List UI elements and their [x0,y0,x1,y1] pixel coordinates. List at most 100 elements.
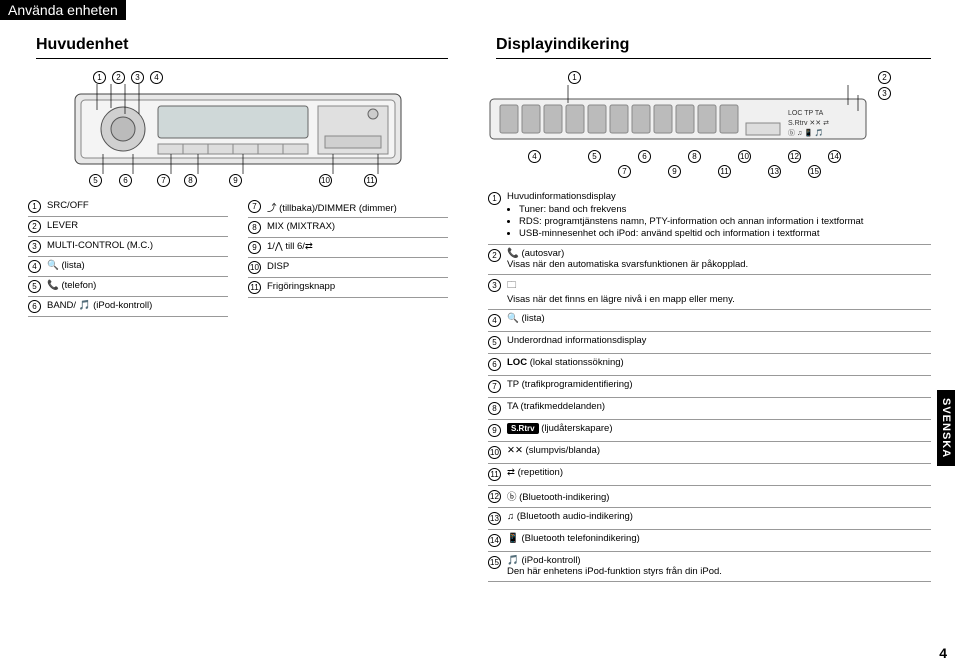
bullet: Tuner: band och frekvens [519,204,931,215]
item-title: Huvudinformationsdisplay [507,191,931,202]
callout: 2 [112,71,125,84]
spec-number: 7 [248,200,261,213]
display-figure: 1 2 3 [488,71,931,178]
display-item: 5Underordnad informationsdisplay [488,332,931,354]
spec-row: 1 SRC/OFF [28,197,228,217]
callout: 8 [184,174,197,187]
item-number: 10 [488,446,501,459]
left-title: Huvudenhet [36,36,448,59]
header-bar: Använda enheten [0,0,126,20]
item-bullets: Tuner: band och frekvensRDS: programtjän… [507,204,931,239]
spec-text: ⤴ (tillbaka)/DIMMER (dimmer) [267,200,448,214]
display-item: 14📱 (Bluetooth telefonindikering) [488,530,931,552]
display-item: 12ⓑ (Bluetooth-indikering) [488,486,931,508]
spec-number: 6 [28,300,41,313]
item-body: 📱 (Bluetooth telefonindikering) [507,533,931,544]
spec-text: SRC/OFF [47,200,228,211]
item-subtitle: Visas när det finns en lägre nivå i en m… [507,294,931,305]
item-subtitle: Visas när den automatiska svarsfunktione… [507,259,931,270]
spec-table: 1 SRC/OFF 2LEVER 3 MULTI-CONTROL (M.C.) 4 🔍 (l… [28,197,448,317]
spec-number: 10 [248,261,261,274]
display-svg: LOC TP TA S.Rtrv ✕✕ ⇄ ⓑ ♫ 📱 🎵 [488,85,868,145]
display-item: 6LOC (lokal stationssökning) [488,354,931,376]
page-header: Använda enheten [0,0,959,20]
spec-text: 🔍 (lista) [47,260,228,271]
item-title: ⇄ (repetition) [507,467,931,478]
spec-row: 91/⋀ till 6/⇄ [248,238,448,258]
display-item: 8 TA (trafikmeddelanden) [488,398,931,420]
item-number: 9 [488,424,501,437]
item-title: LOC (lokal stationssökning) [507,357,931,368]
callout: 3 [878,87,891,100]
callout: 10 [319,174,332,187]
item-title: 🗀 [507,278,931,294]
spec-row: 7 ⤴ (tillbaka)/DIMMER (dimmer) [248,197,448,218]
display-indicator-list: 1 Huvudinformationsdisplay Tuner: band och… [488,188,931,582]
spec-text: MIX (MIXTRAX) [267,221,448,232]
spec-row: 11Frigöringsknapp [248,278,448,298]
item-subtitle: Den här enhetens iPod-funktion styrs frå… [507,566,931,577]
item-body: ✕✕ (slumpvis/blanda) [507,445,931,456]
callout: 1 [568,71,581,84]
spec-number: 2 [28,220,41,233]
callout: 9 [668,165,681,178]
item-title: Underordnad informationsdisplay [507,335,931,346]
spec-number: 9 [248,241,261,254]
display-callouts-row1: 4568101214 [528,150,931,163]
headunit-callouts-top: 1234 [93,71,403,84]
left-column: Huvudenhet 1234 [28,32,448,582]
display-callouts-row2: 79111315 [618,165,931,178]
item-number: 8 [488,402,501,415]
bullet: USB-minnesenhet och iPod: använd speltid… [519,228,931,239]
spec-number: 1 [28,200,41,213]
svg-text:S.Rtrv ✕✕ ⇄: S.Rtrv ✕✕ ⇄ [788,120,829,127]
bullet: RDS: programtjänstens namn, PTY-informat… [519,216,931,227]
item-number: 13 [488,512,501,525]
callout: 8 [688,150,701,163]
callout: 14 [828,150,841,163]
spec-number: 5 [28,280,41,293]
item-title: 📱 (Bluetooth telefonindikering) [507,533,931,544]
language-tab: SVENSKA [937,390,955,466]
display-item: 15🎵 (iPod-kontroll)Den här enhetens iPod… [488,552,931,582]
item-title: ⓑ (Bluetooth-indikering) [507,489,931,503]
callout: 5 [588,150,601,163]
item-body: TA (trafikmeddelanden) [507,401,931,412]
svg-text:ⓑ ♫ 📱 🎵: ⓑ ♫ 📱 🎵 [788,128,824,137]
item-body: 🎵 (iPod-kontroll)Den här enhetens iPod-f… [507,555,931,577]
callout: 7 [618,165,631,178]
callout: 6 [119,174,132,187]
spec-number: 4 [28,260,41,273]
spec-row: 2LEVER [28,217,228,237]
item-number: 11 [488,468,501,481]
item-body: TP (trafikprogramidentifiering) [507,379,931,390]
indicator-text: LOC TP TA [788,110,824,117]
spec-row: 8MIX (MIXTRAX) [248,218,448,238]
spec-row: 3 MULTI-CONTROL (M.C.) [28,237,228,257]
item-body: ⇄ (repetition) [507,467,931,478]
item-title: 🎵 (iPod-kontroll) [507,555,931,566]
callout: 15 [808,165,821,178]
page-number: 4 [939,645,947,661]
callout: 6 [638,150,651,163]
spec-text: MULTI-CONTROL (M.C.) [47,240,228,251]
spec-row: 4 🔍 (lista) [28,257,228,277]
item-body: Huvudinformationsdisplay Tuner: band och … [507,191,931,240]
spec-col-right: 7 ⤴ (tillbaka)/DIMMER (dimmer) 8MIX (MIXTR… [248,197,448,317]
item-title: 📞 (autosvar) [507,248,931,259]
headunit-svg [73,84,403,174]
item-title: TA (trafikmeddelanden) [507,401,931,412]
spec-row: 6BAND/ 🎵 (iPod-kontroll) [28,297,228,317]
spec-number: 3 [28,240,41,253]
item-title: 🔍 (lista) [507,313,931,324]
item-body: ⓑ (Bluetooth-indikering) [507,489,931,503]
display-item: 10 ✕✕ (slumpvis/blanda) [488,442,931,464]
item-number: 1 [488,192,501,205]
callout: 1 [93,71,106,84]
display-item: 7TP (trafikprogramidentifiering) [488,376,931,398]
display-item: 1 Huvudinformationsdisplay Tuner: band och… [488,188,931,245]
callout: 11 [364,174,377,187]
item-body: LOC (lokal stationssökning) [507,357,931,368]
item-body: 📞 (autosvar)Visas när den automatiska sv… [507,248,931,270]
callout: 3 [131,71,144,84]
